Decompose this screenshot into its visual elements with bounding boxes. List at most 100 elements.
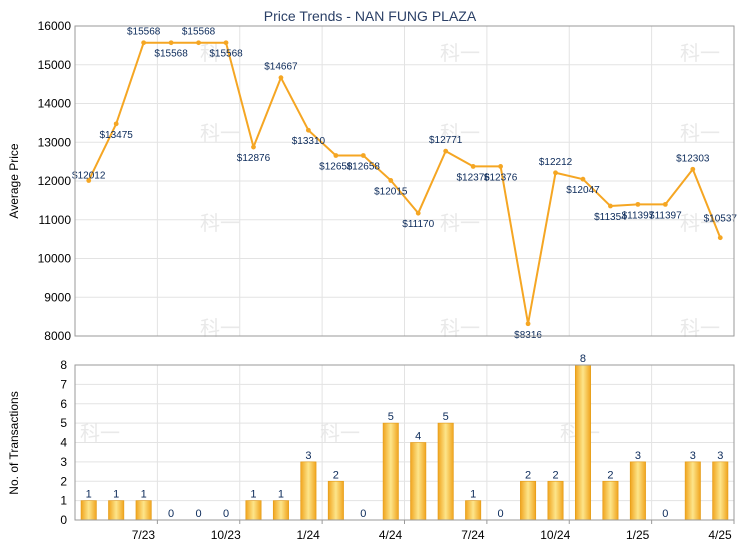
- price-grid: [75, 25, 735, 337]
- price-point-label: $11397: [649, 210, 682, 221]
- price-y-tick-label: 14000: [38, 97, 72, 111]
- price-point-label: $12015: [374, 186, 408, 197]
- watermark-layer: 科一科一科一科一科一科一科一科一科一科一科一科一科一科一科一: [80, 41, 720, 445]
- chart-title: Price Trends - NAN FUNG PLAZA: [264, 8, 477, 24]
- transaction-count-label: 2: [333, 469, 339, 481]
- price-plot-frame: [74, 25, 735, 337]
- transaction-bar: [245, 500, 262, 521]
- price-point: [223, 40, 229, 46]
- transactions-y-tick-label: 1: [60, 494, 67, 508]
- x-tick-label: 10/24: [540, 528, 570, 542]
- price-point-label: $13475: [100, 130, 134, 141]
- transaction-count-label: 0: [223, 508, 229, 520]
- transaction-bar: [108, 500, 125, 521]
- price-point: [635, 201, 641, 207]
- transactions-y-tick-label: 2: [60, 474, 67, 488]
- price-point-label: $12303: [676, 153, 710, 164]
- transaction-bar: [629, 461, 646, 521]
- transaction-count-label: 5: [388, 411, 394, 423]
- transaction-count-label: 2: [607, 469, 613, 481]
- price-point-label: $14667: [264, 62, 298, 73]
- price-point-label: $15568: [209, 49, 243, 60]
- watermark-text: 科一: [80, 421, 120, 445]
- price-point-label: $12376: [484, 172, 518, 183]
- transaction-count-label: 1: [113, 489, 119, 501]
- transaction-bar: [520, 480, 537, 521]
- price-point: [333, 153, 339, 158]
- transaction-count-label: 5: [443, 411, 449, 423]
- price-point-label: $12658: [347, 162, 381, 173]
- price-point-label: $12658: [319, 162, 353, 173]
- price-line-layer: [86, 40, 723, 327]
- transaction-bar: [300, 461, 317, 521]
- price-point-label: $12012: [72, 171, 106, 182]
- transaction-bar: [327, 480, 344, 521]
- transaction-bar: [712, 461, 729, 521]
- price-point-label: $8316: [514, 330, 542, 341]
- price-y-axis-label: Average Price: [7, 143, 21, 218]
- price-point: [388, 178, 394, 183]
- price-point-label: $11170: [402, 219, 434, 230]
- watermark-text: 科一: [440, 211, 480, 235]
- price-point: [662, 201, 668, 207]
- price-point: [580, 176, 586, 182]
- transaction-bars: [80, 364, 729, 521]
- price-point-label: $15568: [182, 27, 216, 38]
- price-point: [717, 235, 723, 241]
- transaction-count-label: 0: [168, 508, 174, 520]
- price-point: [251, 144, 256, 150]
- price-point-label: $13310: [292, 136, 326, 147]
- transaction-count-label: 4: [415, 431, 421, 443]
- watermark-text: 科一: [200, 121, 240, 145]
- price-y-tick-label: 9000: [44, 290, 71, 304]
- x-tick-label: 1/25: [626, 528, 650, 542]
- transaction-count-label: 1: [141, 489, 147, 501]
- transactions-y-tick-label: 3: [60, 455, 67, 469]
- price-point-label: $10537: [704, 214, 738, 225]
- transaction-count-label: 3: [635, 450, 641, 462]
- price-point-label: $15568: [127, 27, 161, 38]
- watermark-text: 科一: [200, 41, 240, 65]
- transaction-bar: [465, 500, 482, 521]
- price-point-label: $12212: [539, 157, 573, 168]
- price-point-label: $11354: [594, 212, 627, 223]
- price-point: [360, 153, 366, 158]
- price-point-label: $12047: [566, 185, 600, 196]
- transactions-y-tick-label: 6: [60, 397, 67, 411]
- x-tick-label: 1/24: [296, 528, 320, 542]
- price-point-label: $12771: [429, 135, 463, 146]
- value-labels: 1 1 1 0 0 0 1 1 3 2 0 5 4 5 1 0 2 2 8 2 3 0 3 3 $12012 $13475 $155…: [72, 27, 737, 520]
- price-point-label: $12876: [237, 153, 271, 164]
- price-y-tick-label: 11000: [39, 213, 72, 227]
- transaction-count-label: 2: [552, 469, 558, 481]
- transaction-bar: [382, 422, 399, 521]
- watermark-text: 科一: [200, 211, 240, 235]
- price-point: [141, 40, 147, 46]
- price-y-tick-label: 8000: [44, 329, 71, 343]
- transaction-count-label: 0: [360, 508, 366, 520]
- transaction-bar: [574, 364, 591, 521]
- transaction-count-label: 1: [278, 489, 284, 501]
- transaction-count-label: 1: [470, 489, 476, 501]
- axes: 8000900010000110001200013000140001500016…: [38, 19, 735, 542]
- watermark-text: 科一: [680, 41, 720, 65]
- price-point: [470, 164, 476, 169]
- transaction-bar: [272, 500, 289, 521]
- transactions-y-tick-label: 4: [60, 436, 67, 450]
- transactions-y-tick-label: 8: [60, 358, 67, 372]
- transaction-count-label: 3: [305, 450, 311, 462]
- price-y-tick-label: 16000: [38, 19, 72, 33]
- price-point: [86, 178, 92, 183]
- transaction-count-label: 3: [717, 450, 723, 462]
- price-point-label: $11397: [622, 210, 655, 221]
- price-point-label: $15568: [154, 49, 188, 60]
- price-point: [553, 170, 558, 176]
- transaction-count-label: 1: [250, 489, 256, 501]
- price-point: [415, 210, 421, 216]
- transaction-count-label: 0: [498, 508, 504, 520]
- transactions-y-tick-label: 7: [60, 377, 67, 391]
- transaction-count-label: 0: [196, 508, 202, 520]
- price-point: [608, 203, 613, 209]
- transaction-count-label: 2: [525, 469, 531, 481]
